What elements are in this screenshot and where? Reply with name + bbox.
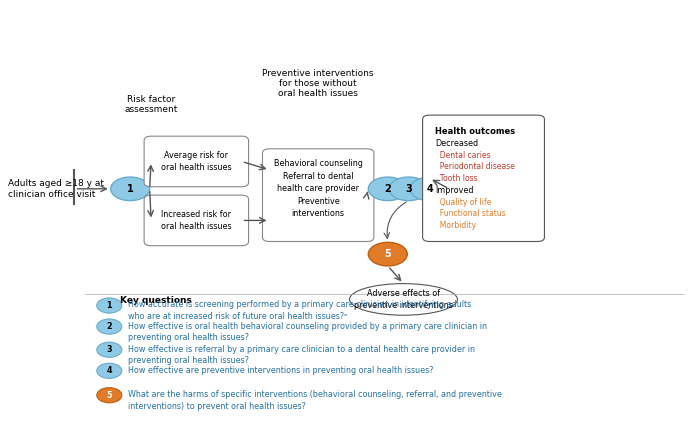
Text: Dental caries: Dental caries (435, 151, 491, 159)
Circle shape (368, 177, 408, 201)
Circle shape (96, 363, 122, 378)
Text: How effective are preventive interventions in preventing oral health issues?: How effective are preventive interventio… (128, 366, 433, 375)
Ellipse shape (350, 284, 457, 315)
Text: How accurate is screening performed by a primary care clinician in identifying a: How accurate is screening performed by a… (128, 301, 471, 321)
Circle shape (96, 388, 122, 403)
Text: 5: 5 (384, 249, 391, 259)
Text: What are the harms of specific interventions (behavioral counseling, referral, a: What are the harms of specific intervent… (128, 390, 502, 411)
Text: 1: 1 (106, 301, 112, 310)
Text: Periodontal disease: Periodontal disease (435, 162, 515, 171)
FancyBboxPatch shape (144, 195, 249, 245)
Circle shape (96, 342, 122, 357)
Text: Preventive interventions
for those without
oral health issues: Preventive interventions for those witho… (262, 69, 374, 98)
Circle shape (410, 177, 449, 201)
Circle shape (368, 243, 408, 266)
Text: Adverse effects of
preventive interventions: Adverse effects of preventive interventi… (354, 289, 453, 310)
Text: Risk factor
assessment: Risk factor assessment (124, 95, 178, 114)
Circle shape (96, 298, 122, 313)
Text: Improved: Improved (435, 186, 474, 195)
Text: How effective is referral by a primary care clinician to a dental health care pr: How effective is referral by a primary c… (128, 345, 475, 365)
Text: 3: 3 (106, 345, 112, 354)
Text: Functional status: Functional status (435, 209, 506, 218)
Text: Quality of life: Quality of life (435, 198, 491, 206)
Text: How effective is oral health behavioral counseling provided by a primary care cl: How effective is oral health behavioral … (128, 321, 487, 342)
FancyBboxPatch shape (423, 115, 545, 242)
Text: Health outcomes: Health outcomes (435, 127, 515, 136)
FancyBboxPatch shape (262, 149, 374, 242)
Text: Tooth loss: Tooth loss (435, 174, 477, 183)
Text: Decreased: Decreased (435, 139, 478, 148)
Text: 3: 3 (405, 184, 412, 194)
Text: Key questions: Key questions (120, 296, 192, 305)
Circle shape (110, 177, 150, 201)
Circle shape (96, 319, 122, 334)
FancyBboxPatch shape (144, 136, 249, 187)
Text: Increased risk for
oral health issues: Increased risk for oral health issues (161, 210, 231, 231)
Text: 4: 4 (426, 184, 433, 194)
Text: Behavioral counseling
Referral to dental
health care provider
Preventive
interve: Behavioral counseling Referral to dental… (274, 159, 363, 218)
Text: 2: 2 (384, 184, 391, 194)
Text: Adults aged ≥18 y at
clinician office visit: Adults aged ≥18 y at clinician office vi… (8, 179, 104, 198)
Text: 1: 1 (127, 184, 134, 194)
Text: Morbidity: Morbidity (435, 221, 476, 230)
Circle shape (389, 177, 428, 201)
Text: 2: 2 (106, 322, 112, 331)
Text: Average risk for
oral health issues: Average risk for oral health issues (161, 151, 231, 172)
Text: 4: 4 (106, 366, 112, 375)
Text: 5: 5 (106, 391, 112, 400)
